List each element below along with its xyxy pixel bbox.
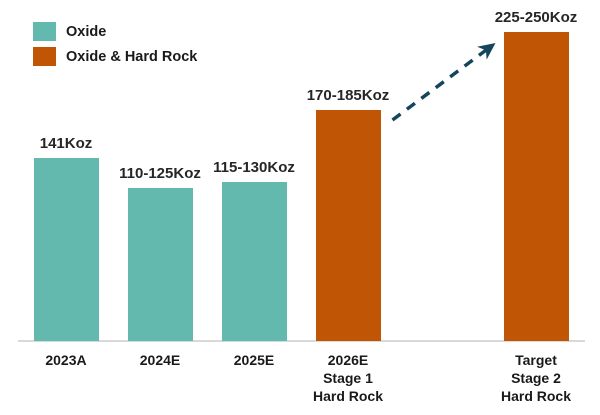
legend-item-oxide: Oxide (33, 22, 197, 41)
legend-label-oxide: Oxide (66, 23, 107, 40)
category-label-2024e: 2024E (139, 352, 181, 368)
value-label-target-stage-2-hard-rock: 225-250Koz (494, 9, 578, 26)
chart-legend: Oxide Oxide & Hard Rock (33, 22, 197, 72)
value-label-2023a: 141Koz (39, 135, 93, 152)
bar-2026e-stage-1-hard-rock (315, 110, 381, 341)
value-label-2025e: 115-130Koz (213, 159, 295, 176)
category-label-2025e: 2025E (233, 352, 275, 368)
bar-2024e (127, 188, 193, 341)
legend-item-oxide-hard-rock: Oxide & Hard Rock (33, 47, 197, 66)
x-axis-line (18, 340, 585, 342)
bar-2025e (221, 182, 287, 341)
category-label-2023a: 2023A (45, 352, 87, 368)
bar-target-stage-2-hard-rock (503, 32, 569, 341)
legend-swatch-oxide-hard-rock (33, 47, 56, 66)
value-label-2026e-stage-1-hard-rock: 170-185Koz (306, 87, 390, 104)
category-label-2026e-stage-1-hard-rock: 2026E Stage 1 Hard Rock (312, 352, 384, 404)
legend-label-oxide-hard-rock: Oxide & Hard Rock (66, 48, 198, 65)
bar-2023a (33, 158, 99, 341)
value-label-2024e: 110-125Koz (119, 165, 201, 182)
legend-swatch-oxide (33, 22, 56, 41)
category-label-target-stage-2-hard-rock: Target Stage 2 Hard Rock (500, 352, 572, 404)
